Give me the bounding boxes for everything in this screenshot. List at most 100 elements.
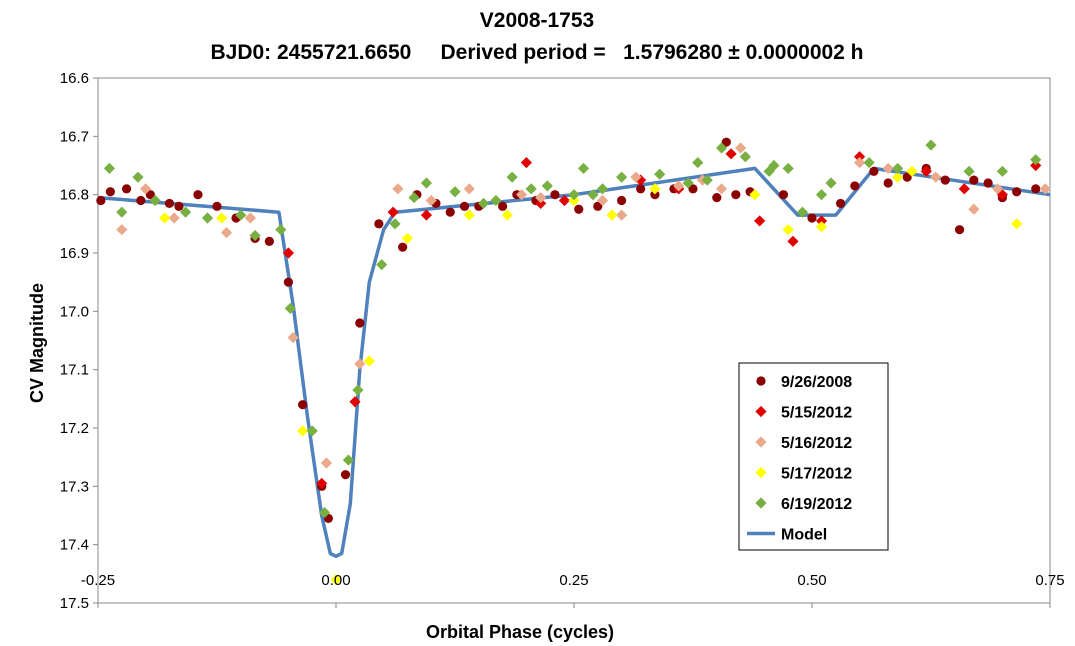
data-point bbox=[490, 194, 502, 207]
model-line bbox=[97, 166, 1051, 559]
data-point bbox=[425, 194, 437, 207]
data-point bbox=[692, 156, 704, 169]
data-point bbox=[298, 400, 308, 410]
data-point bbox=[320, 457, 333, 469]
y-tick-label: 17.2 bbox=[60, 420, 89, 437]
data-point bbox=[616, 171, 628, 183]
x-axis-label: Orbital Phase (cycles) bbox=[426, 622, 614, 642]
data-point bbox=[906, 165, 918, 177]
legend-label: 6/19/2012 bbox=[781, 496, 852, 513]
model-layer bbox=[97, 166, 1051, 559]
data-point bbox=[825, 177, 837, 189]
x-tick-label: 0.75 bbox=[1035, 572, 1064, 589]
data-point bbox=[220, 226, 233, 239]
legend-marker bbox=[756, 376, 766, 386]
data-point bbox=[306, 425, 318, 437]
data-point bbox=[635, 174, 647, 186]
x-tick-label: 0.00 bbox=[321, 572, 350, 589]
data-point bbox=[140, 183, 152, 195]
data-point bbox=[1011, 218, 1023, 230]
data-point bbox=[249, 229, 261, 242]
data-point bbox=[376, 259, 388, 271]
data-point bbox=[654, 168, 666, 180]
points-layer bbox=[96, 137, 1051, 586]
data-point bbox=[796, 206, 809, 218]
data-point bbox=[1030, 159, 1042, 172]
legend-label: 5/15/2012 bbox=[781, 405, 852, 422]
data-point bbox=[568, 189, 580, 201]
data-point bbox=[1039, 183, 1051, 195]
data-point bbox=[815, 221, 828, 233]
data-point bbox=[363, 355, 375, 367]
data-point bbox=[282, 247, 294, 259]
data-point bbox=[996, 165, 1008, 177]
data-point bbox=[701, 174, 713, 186]
data-point bbox=[715, 183, 728, 195]
y-tick-label: 17.3 bbox=[60, 478, 89, 495]
data-point bbox=[892, 171, 904, 183]
data-point bbox=[244, 212, 256, 224]
data-point bbox=[387, 206, 399, 218]
data-point bbox=[354, 358, 366, 370]
data-point bbox=[463, 209, 475, 221]
x-tick-label: -0.25 bbox=[81, 572, 115, 589]
data-point bbox=[275, 224, 287, 236]
data-point bbox=[649, 183, 661, 195]
data-point bbox=[763, 165, 775, 177]
data-point bbox=[954, 225, 965, 235]
data-point bbox=[1030, 154, 1042, 166]
y-tick-label: 17.1 bbox=[60, 362, 89, 379]
data-point bbox=[617, 195, 627, 206]
data-point bbox=[235, 209, 247, 221]
data-point bbox=[749, 189, 761, 201]
data-point bbox=[712, 192, 722, 203]
data-point bbox=[850, 181, 860, 191]
data-point bbox=[179, 206, 192, 218]
data-point bbox=[352, 384, 364, 396]
data-point bbox=[735, 142, 747, 154]
data-point bbox=[596, 183, 609, 195]
data-point bbox=[854, 156, 866, 169]
y-tick-label: 17.5 bbox=[60, 595, 89, 612]
data-point bbox=[863, 156, 875, 169]
data-point bbox=[445, 207, 455, 217]
data-point bbox=[558, 194, 571, 207]
data-point bbox=[782, 162, 794, 175]
data-point bbox=[318, 506, 331, 519]
data-point bbox=[401, 232, 413, 245]
data-point bbox=[902, 172, 912, 182]
data-point bbox=[1031, 184, 1041, 194]
data-point bbox=[168, 212, 180, 224]
data-point bbox=[815, 215, 828, 227]
data-point bbox=[778, 190, 789, 200]
data-point bbox=[136, 195, 146, 206]
data-point bbox=[996, 189, 1008, 201]
data-point bbox=[883, 178, 893, 188]
y-tick-label: 16.6 bbox=[60, 70, 89, 87]
y-tick-label: 17.0 bbox=[60, 303, 89, 320]
data-point bbox=[1012, 187, 1022, 197]
data-point bbox=[958, 183, 970, 195]
data-point bbox=[869, 166, 879, 176]
x-tick-label: 0.50 bbox=[797, 572, 826, 589]
data-point bbox=[297, 425, 309, 437]
data-point bbox=[920, 165, 932, 177]
x-tick-label: 0.25 bbox=[559, 572, 588, 589]
legend-label: 9/26/2008 bbox=[781, 374, 852, 391]
ticks-layer: 16.6 16.7 16.8 16.9 17.0 17.1 17.2 17.3 17.4 17.5… bbox=[60, 70, 1065, 612]
data-point bbox=[174, 201, 184, 211]
data-point bbox=[577, 162, 590, 175]
data-point bbox=[587, 189, 599, 201]
data-point bbox=[498, 201, 508, 211]
data-point bbox=[105, 187, 115, 197]
data-point bbox=[408, 191, 420, 204]
data-point bbox=[636, 184, 646, 194]
data-point bbox=[541, 180, 553, 192]
data-point bbox=[316, 477, 328, 490]
data-point bbox=[398, 242, 408, 252]
data-point bbox=[739, 151, 751, 163]
data-point bbox=[807, 213, 817, 223]
data-point bbox=[616, 209, 628, 221]
data-point bbox=[593, 201, 603, 211]
legend-label: Model bbox=[781, 527, 827, 544]
